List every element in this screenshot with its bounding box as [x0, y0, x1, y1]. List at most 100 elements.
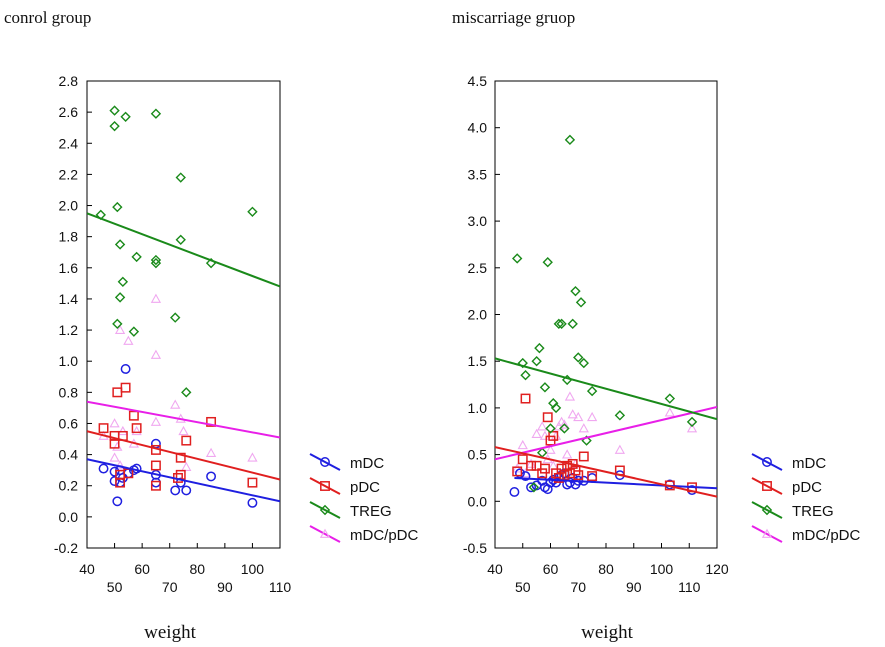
trend-line-mdc [514, 476, 717, 490]
point-pdc [573, 470, 584, 481]
point-treg [534, 342, 545, 354]
y-tick-label: 0.0 [59, 509, 79, 525]
point-treg [567, 318, 578, 330]
legend-marker-pdc [762, 481, 772, 491]
point-treg [150, 108, 162, 119]
y-tick-label: 2.0 [468, 307, 488, 323]
point-mdc-pdc [664, 407, 675, 417]
point-treg [564, 134, 576, 146]
y-tick-label: 1.6 [59, 260, 79, 276]
legend-marker-pdc [320, 481, 330, 491]
point-treg [120, 111, 131, 122]
y-tick-label: 2.8 [59, 73, 79, 89]
legend-line-mdc [309, 453, 341, 471]
legend-label-pdc: pDC [350, 479, 380, 496]
legend-line-mdc-pdc [309, 525, 341, 543]
point-mdc-pdc [564, 391, 576, 401]
chart-1: conrol group -0.2 0.0 0.2 0.4 0.6 0.8 1.0 1.2 1.4… [4, 8, 419, 643]
point-treg [531, 356, 542, 367]
trend-line-pdc [87, 430, 280, 481]
point-treg [150, 257, 162, 269]
trend-line-mdc [87, 458, 280, 503]
chart-2: miscarriage gruop -0.5 0.0 0.5 1.0 1.5 2.0 2.5 3… [452, 8, 861, 643]
x-axis-label: weight [581, 622, 633, 643]
point-pdc [587, 471, 598, 482]
point-mdc-pdc [150, 293, 162, 303]
point-mdc-pdc [117, 425, 128, 436]
y-tick-label: 0.0 [468, 493, 488, 509]
point-treg [686, 416, 698, 428]
point-mdc [247, 497, 258, 508]
trend-line-treg [495, 357, 717, 421]
point-mdc [526, 482, 537, 493]
point-mdc-pdc [539, 430, 551, 440]
y-tick-label: 0.4 [59, 447, 79, 463]
legend-line-treg [309, 501, 341, 519]
legend-marker-treg [319, 504, 331, 516]
y-tick-label: 0.6 [59, 415, 79, 431]
point-treg [664, 393, 676, 404]
point-mdc-pdc [537, 421, 548, 431]
point-pdc [206, 416, 217, 427]
y-tick-label: -0.5 [463, 540, 487, 556]
point-mdc-pdc [545, 444, 556, 454]
legend-line-mdc-pdc [751, 525, 783, 543]
point-pdc [131, 423, 142, 434]
point-treg [570, 285, 581, 297]
point-pdc [520, 393, 531, 404]
point-pdc [247, 477, 258, 488]
y-tick-label: 0.2 [59, 478, 79, 494]
plot-marks [495, 134, 717, 498]
legend-line-treg [751, 501, 783, 519]
point-pdc [540, 463, 550, 474]
y-tick-label: 2.5 [468, 260, 488, 276]
point-mdc-pdc [112, 441, 123, 451]
point-mdc [170, 485, 181, 496]
x-tick-label: 80 [598, 561, 614, 577]
trend-line-treg [87, 212, 280, 288]
point-mdc-pdc [247, 452, 258, 462]
point-mdc-pdc [109, 418, 120, 428]
point-mdc-pdc [578, 423, 589, 433]
point-mdc [112, 496, 123, 507]
legend-marker-mdc [762, 457, 772, 467]
point-treg [181, 387, 192, 398]
point-mdc-pdc [562, 449, 573, 459]
point-treg [559, 423, 570, 434]
point-mdc-pdc [114, 324, 126, 334]
y-tick-label: 3.0 [468, 213, 488, 229]
point-pdc [526, 460, 537, 471]
x-tick-label: 60 [543, 561, 559, 577]
point-pdc [542, 412, 553, 423]
point-treg [512, 253, 523, 264]
legend-marker-mdc-pdc [319, 528, 331, 538]
point-pdc [98, 423, 109, 434]
point-treg [578, 357, 589, 369]
x-tick-label: 50 [107, 579, 123, 595]
point-treg [114, 292, 126, 303]
point-mdc-pdc [512, 463, 523, 473]
legend-label-treg: TREG [792, 503, 834, 520]
point-pdc [553, 473, 564, 483]
y-tick-label: 2.0 [59, 198, 79, 214]
point-mdc-pdc [686, 423, 698, 433]
plot-marks [87, 105, 280, 508]
point-treg [109, 120, 120, 132]
point-treg [586, 385, 598, 397]
legend-label-treg: TREG [350, 503, 392, 520]
point-mdc [181, 485, 192, 496]
point-treg [170, 312, 181, 323]
point-mdc-pdc [170, 399, 181, 409]
point-treg [117, 276, 129, 287]
x-tick-label: 110 [269, 579, 292, 595]
point-treg [517, 357, 528, 369]
point-treg [575, 297, 587, 308]
point-pdc [120, 382, 131, 393]
point-treg [542, 257, 553, 268]
point-mdc [509, 487, 520, 497]
x-tick-label: 70 [162, 579, 178, 595]
trend-line-pdc [495, 446, 717, 498]
point-mdc-pdc [109, 452, 120, 462]
y-tick-label: 4.0 [468, 120, 488, 136]
